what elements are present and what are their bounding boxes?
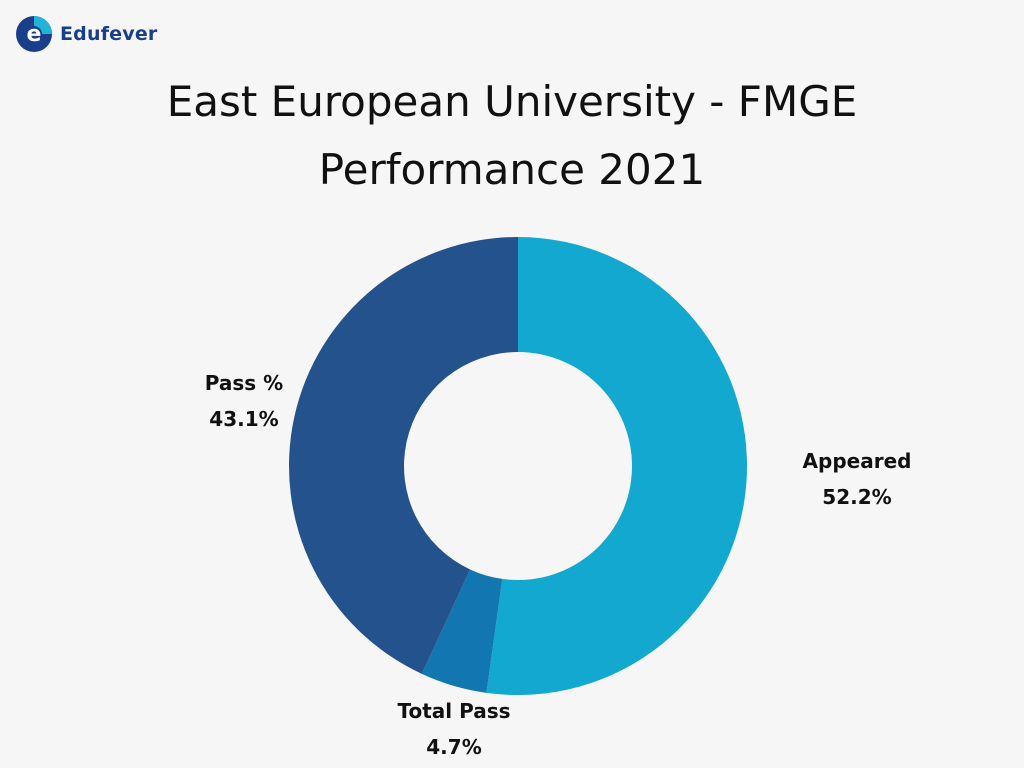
chart-title-line-2: Performance 2021	[318, 145, 706, 194]
edufever-logo-icon: e	[16, 16, 52, 52]
donut-slice-pass	[289, 237, 518, 674]
brand-name: Edufever	[60, 23, 158, 45]
chart-title-line-1: East European University - FMGE	[166, 77, 858, 126]
slice-label-name: Appeared	[803, 449, 912, 473]
slice-label-value: 52.2%	[822, 485, 891, 509]
slice-labels: Appeared 52.2% Total Pass 4.7% Pass % 43.1%	[205, 371, 912, 759]
slice-label-name: Pass %	[205, 371, 283, 395]
donut-slice-appeared	[486, 237, 747, 695]
slice-label-value: 43.1%	[209, 407, 278, 431]
donut-slices	[289, 237, 747, 695]
slice-label-name: Total Pass	[397, 699, 510, 723]
slice-label-value: 4.7%	[426, 735, 481, 759]
chart-title: East European University - FMGE Performa…	[0, 68, 1024, 204]
donut-slice-total-pass	[421, 569, 503, 693]
logo-letter: e	[27, 22, 42, 47]
brand-logo: e Edufever	[14, 14, 158, 54]
